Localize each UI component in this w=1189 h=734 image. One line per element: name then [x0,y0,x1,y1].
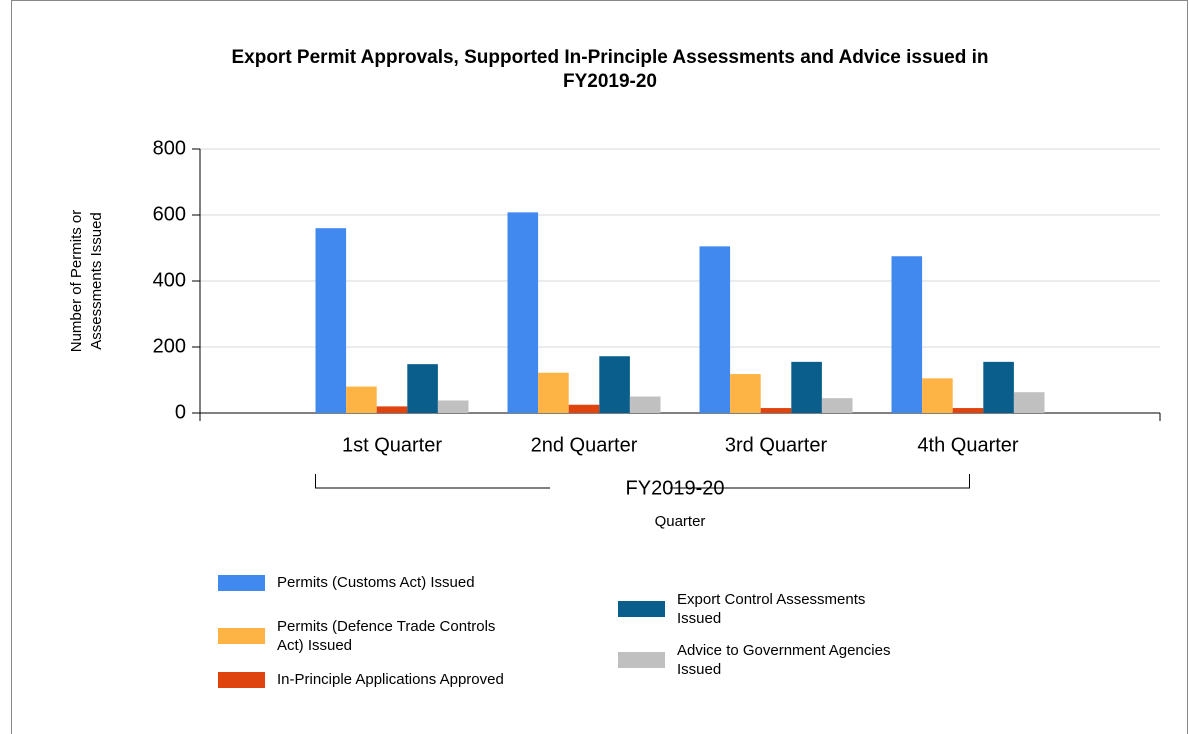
x-tick-label: 2nd Quarter [531,434,638,456]
legend-swatch [618,601,665,617]
y-tick-label: 200 [153,335,186,357]
legend-swatch [618,652,665,668]
legend-item: Advice to Government Agencies Issued [618,641,912,679]
legend-item: Permits (Customs Act) Issued [218,573,512,592]
x-tick-label: 1st Quarter [342,434,442,456]
y-tick-label: 0 [175,401,186,423]
y-tick-label: 400 [153,269,186,291]
chart-title: Export Permit Approvals, Supported In-Pr… [231,47,988,92]
bar [437,400,469,413]
x-tick-label: 3rd Quarter [725,434,828,456]
bar [760,408,792,413]
bar [952,408,984,413]
legend-item: Permits (Defence Trade Controls Act) Iss… [218,617,512,655]
bar [730,374,761,413]
legend-swatch [218,574,265,591]
legend-label: Permits (Customs Act) Issued [277,574,475,591]
bar [791,361,822,413]
legend-label: Advice to Government Agencies Issued [677,642,891,678]
group-bracket [315,474,970,489]
legend-item: In-Principle Applications Approved [218,670,512,689]
group-label: FY2019-20 [626,477,725,499]
bar [315,228,347,413]
bar [821,398,853,413]
bar [983,361,1014,413]
bar [507,212,539,413]
y-axis-label: Number of Permits or Assessments Issued [68,210,105,353]
bar [629,396,661,413]
y-tick-label: 600 [153,203,186,225]
legend-swatch [218,671,265,688]
bar [538,372,569,413]
bar [376,406,408,413]
bar [1013,392,1045,413]
x-tick-label: 4th Quarter [917,434,1019,456]
bar [922,378,953,413]
legend-item: Export Control Assessments Issued [618,590,912,628]
bar [346,386,377,413]
legend-swatch [218,628,265,644]
bar [568,404,600,413]
x-axis-label: Quarter [655,513,706,530]
bar [699,246,731,413]
legend-label: Export Control Assessments Issued [677,591,866,627]
bar [599,356,630,413]
bar [407,364,438,413]
legend-label: Permits (Defence Trade Controls Act) Iss… [277,618,496,654]
y-tick-label: 800 [153,137,186,159]
legend-label: In-Principle Applications Approved [277,671,504,688]
bar [891,256,923,413]
